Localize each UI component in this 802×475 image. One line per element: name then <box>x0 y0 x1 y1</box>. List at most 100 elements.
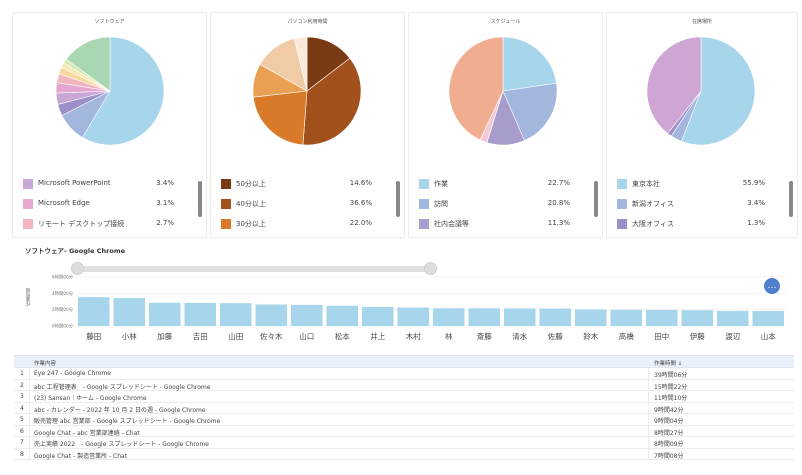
pie-slice[interactable] <box>448 36 504 141</box>
legend-label: 大阪オフィス <box>632 220 674 228</box>
x-tick-label: 山口 <box>299 331 314 341</box>
legend-swatch <box>221 199 231 209</box>
table-row[interactable]: 7 売上実績 2022 - Google スプレッドシート - Google Ch… <box>14 437 794 449</box>
table-body: 1 Eye 247 - Google Chrome 39時間06分 2 abc 工程管理… <box>14 368 794 460</box>
legend-scrollbar[interactable] <box>396 181 400 217</box>
bar[interactable] <box>752 311 785 326</box>
pie-panel-pc-usage: パソコン利用時間 50分以上 14.6% 40分以上 36.6% 30分以上 22.0… <box>210 12 405 238</box>
panel-title: ソフトウェア <box>94 19 125 25</box>
pie-slice[interactable] <box>82 36 165 146</box>
legend-item[interactable]: Microsoft PowerPoint 3.4% <box>23 177 192 197</box>
table-row[interactable]: 2 abc 工程管理表 - Google スプレッドシート - Google Ch… <box>14 379 794 391</box>
legend-item[interactable]: 東京本社 55.9% <box>617 177 783 197</box>
column-divider <box>648 448 649 459</box>
pie-slice[interactable] <box>302 57 362 146</box>
pie-slice[interactable] <box>502 36 557 92</box>
x-tick-label: 佐々木 <box>260 331 283 341</box>
pie-slice[interactable] <box>681 36 756 146</box>
legend-item[interactable]: 訪問 20.8% <box>419 197 588 217</box>
bar[interactable] <box>397 307 430 326</box>
legend-scrollbar[interactable] <box>789 181 793 217</box>
column-divider <box>29 368 30 379</box>
pie-chart[interactable] <box>447 35 559 147</box>
legend-item[interactable]: 40分以上 36.6% <box>221 197 390 217</box>
bar[interactable] <box>291 304 323 326</box>
legend-value: 36.6% <box>349 199 372 207</box>
pie-chart[interactable] <box>54 35 166 147</box>
table-row[interactable]: 8 Google Chat - 製造営業所 - Chat 7時間08分 <box>14 448 794 460</box>
bar[interactable] <box>610 309 643 326</box>
pie-slice[interactable] <box>502 82 558 141</box>
legend-item[interactable]: 50分以上 14.6% <box>221 177 390 197</box>
legend-item[interactable]: 新潟オフィス 3.4% <box>617 197 783 217</box>
bar[interactable] <box>255 304 288 326</box>
column-divider <box>29 414 30 425</box>
bar[interactable] <box>220 303 252 326</box>
column-divider <box>648 425 649 436</box>
table-row[interactable]: 6 Google Chat - abc 営業部連絡 - Chat 8時間27分 <box>14 425 794 437</box>
legend-value: 20.8% <box>547 199 570 207</box>
legend-item[interactable]: 大阪オフィス 1.3% <box>617 217 783 237</box>
legend-value: 22.7% <box>547 179 570 187</box>
row-number: 1 <box>20 370 24 377</box>
bar[interactable] <box>326 305 359 326</box>
y-tick-label: 2時間00分 <box>52 306 74 313</box>
legend-value: 2.7% <box>156 219 174 227</box>
range-slider-start-handle[interactable] <box>71 262 84 275</box>
pie-slice[interactable] <box>65 36 111 92</box>
legend-item[interactable]: リモート デスクトップ接続 2.7% <box>23 217 192 237</box>
legend-item[interactable]: 30分以上 22.0% <box>221 217 390 237</box>
table-row[interactable]: 3 (23) Sansan｜ホーム - Google Chrome 11時間10分 <box>14 391 794 403</box>
bar[interactable] <box>575 309 607 326</box>
table-row[interactable]: 1 Eye 247 - Google Chrome 39時間06分 <box>14 368 794 380</box>
x-tick-label: 山田 <box>228 331 243 341</box>
legend-item[interactable]: 社内会議等 11.3% <box>419 217 588 237</box>
bar[interactable] <box>646 309 678 326</box>
bar[interactable] <box>78 297 110 326</box>
bar[interactable] <box>362 306 394 326</box>
bar[interactable] <box>681 310 714 326</box>
y-tick-label: 6時間00分 <box>52 274 74 281</box>
legend-item[interactable]: 作業 22.7% <box>419 177 588 197</box>
time-cell: 11時間10分 <box>654 395 688 402</box>
legend-scrollbar[interactable] <box>594 181 598 217</box>
x-tick-label: 吉田 <box>193 332 208 341</box>
bar[interactable] <box>539 308 572 326</box>
pie-slice[interactable] <box>293 36 308 92</box>
legend-swatch <box>617 199 627 209</box>
range-slider-end-handle[interactable] <box>424 262 437 275</box>
x-tick-label: 田中 <box>654 331 669 341</box>
bar[interactable] <box>433 308 465 326</box>
table-row[interactable]: 5 販売管理 abc 営業部 - Google スプレッドシート - Google… <box>14 414 794 426</box>
task-cell: abc 工程管理表 - Google スプレッドシート - Google Chr… <box>34 383 211 391</box>
range-slider-track[interactable] <box>76 266 431 272</box>
legend-swatch <box>221 219 231 229</box>
row-number: 2 <box>20 381 24 389</box>
bar[interactable] <box>149 302 181 326</box>
legend-scrollbar[interactable] <box>198 181 202 217</box>
bar[interactable] <box>717 310 749 326</box>
legend-value: 14.6% <box>349 179 372 187</box>
pie-panel-location: 在席場所 東京本社 55.9% 新潟オフィス 3.4% 大阪オフィス 1.3% <box>606 12 798 238</box>
y-tick-label: 0時間00分 <box>52 323 74 330</box>
bar[interactable] <box>468 308 501 326</box>
pie-slice[interactable] <box>306 36 351 92</box>
bar[interactable] <box>113 298 146 326</box>
pie-chart[interactable] <box>251 35 363 147</box>
bar[interactable] <box>504 308 536 326</box>
x-tick-label: 渡辺 <box>725 331 740 341</box>
column-header-time[interactable]: 作業時間 ↓ <box>654 361 683 367</box>
pie-slice[interactable] <box>253 90 308 146</box>
legend-swatch <box>23 219 33 229</box>
bar[interactable] <box>184 302 217 326</box>
pie-panel-schedule: スケジュール 作業 22.7% 訪問 20.8% 社内会議等 11.3% <box>408 12 603 238</box>
table-row[interactable]: 4 abc - カレンダー - 2022 年 10 月 2 日の週 - Googl… <box>14 402 794 414</box>
column-header-task[interactable]: 作業内容 <box>34 361 57 367</box>
row-number: 6 <box>20 427 24 435</box>
legend-item[interactable]: Microsoft Edge 3.1% <box>23 197 192 217</box>
pie-chart[interactable] <box>645 35 757 147</box>
time-cell: 15時間22分 <box>654 383 688 391</box>
more-options-button[interactable]: … <box>764 278 780 294</box>
pie-slice[interactable] <box>646 36 702 134</box>
